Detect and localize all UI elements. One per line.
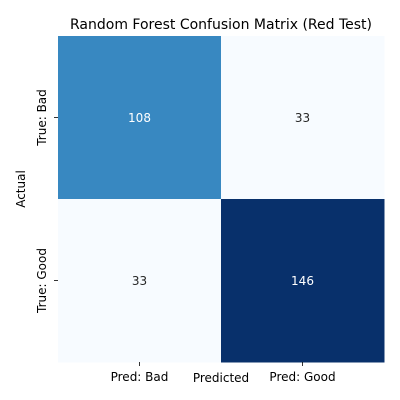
x-tick-label: Pred: Bad: [111, 370, 169, 384]
cell-value-label: 33: [132, 274, 147, 288]
x-tick-label: Pred: Good: [269, 370, 335, 384]
chart-title: Random Forest Confusion Matrix (Red Test…: [70, 17, 372, 33]
y-axis: True: Bad True: Good: [35, 89, 58, 314]
heatmap-cell: [58, 36, 222, 200]
cell-value-label: 146: [291, 274, 314, 288]
cell-value-label: 33: [295, 111, 310, 125]
cell-value-label: 108: [128, 111, 151, 125]
cell-value-labels: 108 33 33 146: [128, 111, 314, 288]
y-tick-label: True: Good: [35, 248, 49, 314]
heatmap-cell: [221, 36, 385, 200]
y-tick-label: True: Bad: [35, 89, 49, 147]
x-axis: Pred: Bad Pred: Good: [111, 362, 336, 384]
x-axis-label: Predicted: [193, 371, 249, 385]
heatmap-cell: [221, 199, 385, 363]
heatmap-cells: [58, 36, 385, 363]
heatmap-cell: [58, 199, 222, 363]
y-axis-label: Actual: [14, 170, 28, 208]
